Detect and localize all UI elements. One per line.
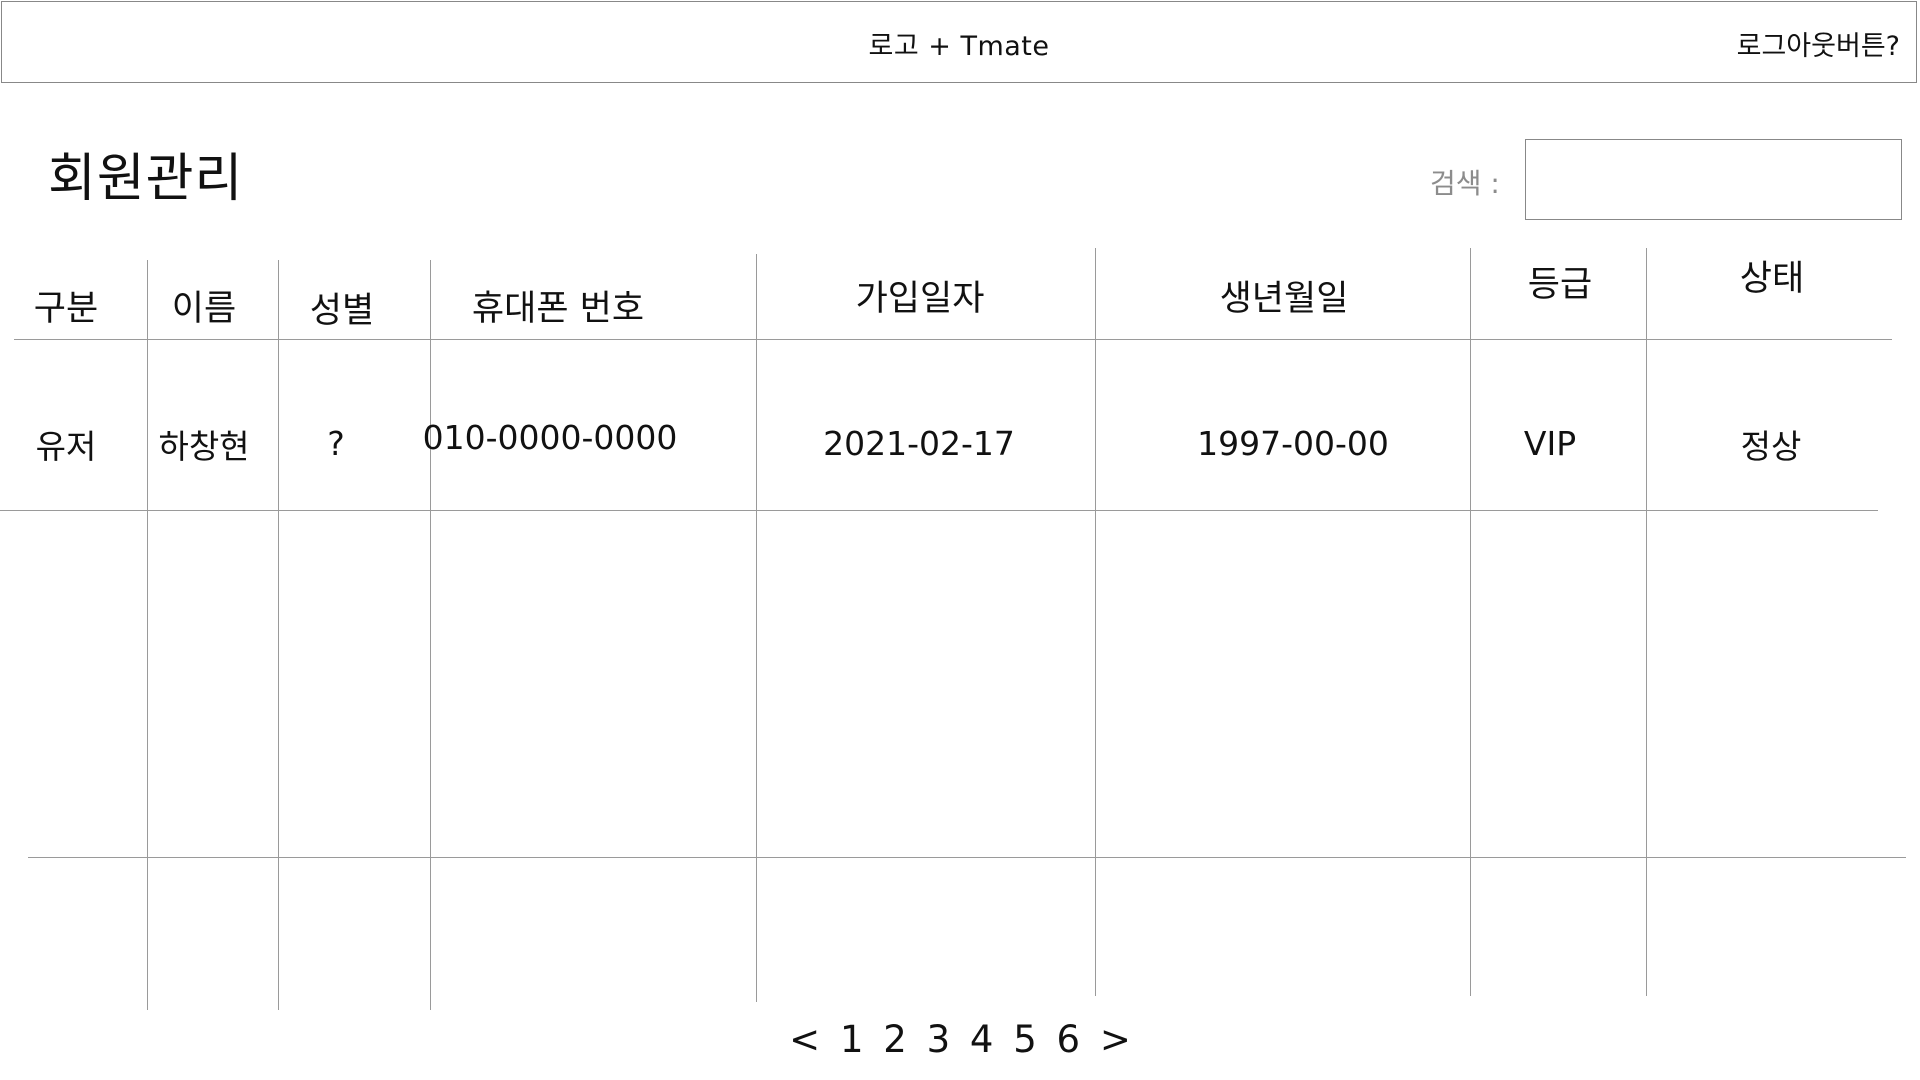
search-input[interactable] [1525, 139, 1902, 220]
table-row-divider [28, 857, 1906, 858]
pagination: < 1 2 3 4 5 6 > [0, 1018, 1920, 1061]
page-link-4[interactable]: 4 [969, 1018, 994, 1061]
page-link-2[interactable]: 2 [883, 1018, 907, 1061]
column-divider [1095, 248, 1096, 996]
search-label: 검색 : [1430, 167, 1500, 200]
cell-join-date: 2021-02-17 [823, 424, 1015, 463]
cell-category: 유저 [35, 427, 97, 466]
next-page-button[interactable]: > [1099, 1018, 1131, 1061]
cell-status: 정상 [1740, 427, 1802, 466]
column-header-grade[interactable]: 등급 [1527, 265, 1593, 305]
prev-page-button[interactable]: < [789, 1018, 821, 1061]
top-header: 로고 + Tmate 로그아웃버튼? [1, 1, 1917, 83]
cell-grade: VIP [1523, 424, 1577, 463]
column-divider [1470, 248, 1471, 996]
page-link-5[interactable]: 5 [1013, 1018, 1037, 1061]
column-divider [278, 260, 279, 1010]
page-link-3[interactable]: 3 [926, 1018, 951, 1061]
column-header-join-date[interactable]: 가입일자 [855, 279, 985, 319]
column-header-gender[interactable]: 성별 [309, 291, 375, 331]
column-header-status[interactable]: 상태 [1739, 259, 1805, 299]
column-header-phone[interactable]: 휴대폰 번호 [471, 289, 645, 329]
column-divider [756, 254, 757, 1002]
column-divider [430, 260, 431, 1010]
column-divider [1646, 248, 1647, 996]
table-row-divider [0, 510, 1878, 511]
table-header-divider [14, 339, 1892, 340]
page-title: 회원관리 [48, 149, 244, 209]
page-link-6[interactable]: 6 [1056, 1018, 1081, 1061]
cell-phone: 010-0000-0000 [422, 418, 678, 457]
column-header-name[interactable]: 이름 [171, 289, 237, 329]
cell-gender: ? [327, 424, 345, 463]
column-header-category[interactable]: 구분 [33, 289, 99, 329]
column-divider [147, 260, 148, 1010]
logout-button[interactable]: 로그아웃버튼? [1737, 24, 1900, 63]
column-header-birthdate[interactable]: 생년월일 [1219, 279, 1349, 319]
logo-text[interactable]: 로고 + Tmate [868, 31, 1050, 62]
cell-birthdate: 1997-00-00 [1197, 424, 1389, 463]
page-link-1[interactable]: 1 [839, 1018, 864, 1061]
cell-name: 하창현 [158, 427, 250, 466]
